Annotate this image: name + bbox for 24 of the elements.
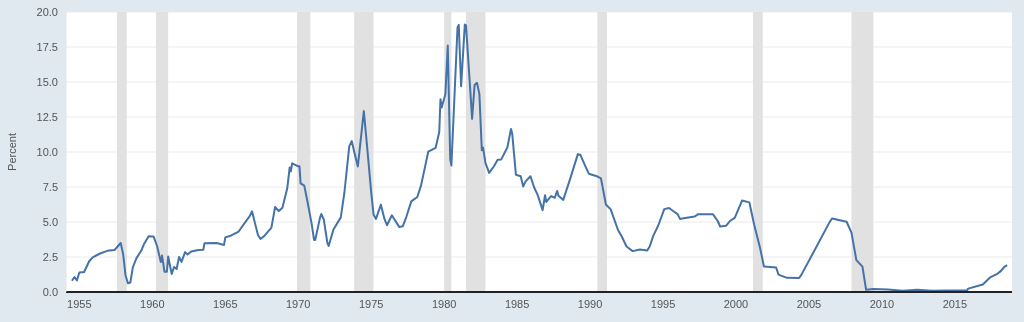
line-series <box>70 23 1009 292</box>
y-tick-label: 5.0 <box>42 215 58 228</box>
y-tick-label: 0.0 <box>42 285 58 298</box>
y-tick-label: 15.0 <box>36 75 58 88</box>
x-tick-label: 1970 <box>285 297 311 310</box>
x-tick-label: 2000 <box>723 297 749 310</box>
x-tick-label: 1960 <box>140 297 165 310</box>
x-tick-label: 1965 <box>213 297 238 310</box>
x-tick-label: 1985 <box>504 297 530 310</box>
y-axis-title: Percent <box>5 133 18 171</box>
x-tick-label: 1990 <box>577 297 603 310</box>
y-tick-label: 17.5 <box>36 40 58 53</box>
x-tick-label: 2015 <box>942 297 968 310</box>
y-tick-label: 20.0 <box>36 5 58 18</box>
x-tick-label: 1955 <box>67 297 92 310</box>
y-tick-label: 7.5 <box>42 180 58 193</box>
x-tick-label: 2005 <box>796 297 822 310</box>
y-tick-label: 10.0 <box>36 145 58 158</box>
y-tick-label: 2.5 <box>42 250 58 263</box>
x-tick-label: 1980 <box>431 297 457 310</box>
x-tick-label: 1995 <box>650 297 676 310</box>
x-tick-label: 2010 <box>869 297 895 310</box>
x-tick-label: 1975 <box>358 297 384 310</box>
y-tick-label: 12.5 <box>36 110 58 123</box>
